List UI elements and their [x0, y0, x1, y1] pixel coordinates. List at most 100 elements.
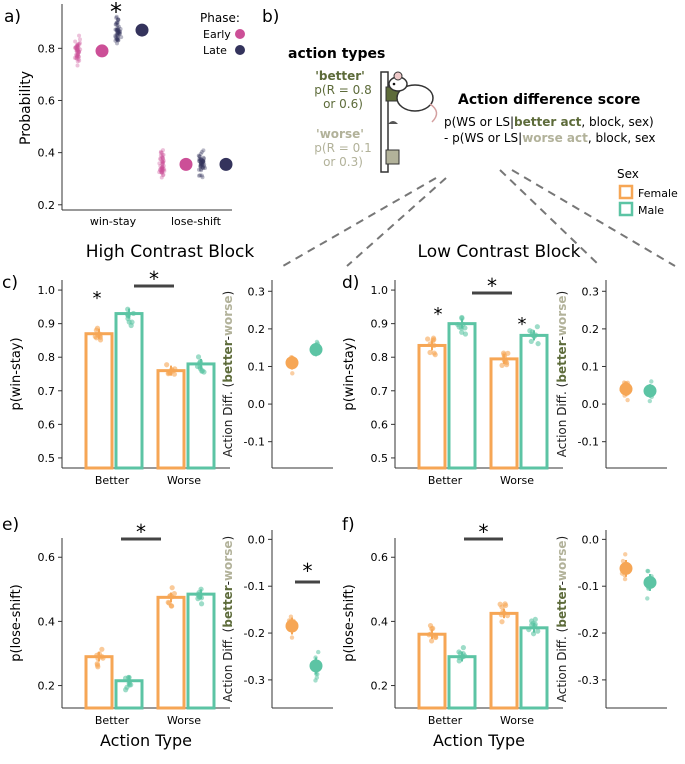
panel-a-jitter-point	[117, 29, 122, 34]
ytick-label: 0.1	[248, 360, 266, 373]
panel-a-jitter-point	[202, 162, 207, 167]
panel-a-jitter-point	[76, 53, 81, 58]
bar-female-better	[84, 332, 114, 470]
panel-a-jitter-point	[199, 158, 204, 163]
panel-a-legend-late: Late	[203, 44, 227, 57]
panel-a-jitter-point	[198, 164, 203, 169]
jitter-point	[625, 397, 630, 403]
ytick-label: -0.1	[244, 580, 265, 593]
y-axis-label: p(win-stay)	[342, 337, 357, 410]
panel-a-jitter-point	[158, 157, 163, 162]
significance-star: *	[518, 314, 527, 335]
sex-legend-male: Male	[638, 204, 664, 217]
significance-star: *	[479, 520, 489, 544]
x-tick-label: Worse	[167, 474, 201, 487]
x-axis-label: Action Type	[433, 731, 525, 750]
panel-a-jitter-point	[114, 28, 119, 33]
panel-a-jitter-point	[199, 162, 204, 167]
panel-a-jitter-point	[201, 159, 206, 164]
panel-a-jitter-point	[160, 170, 165, 175]
panel-a-jitter-point	[74, 46, 79, 51]
jitter-point	[622, 576, 628, 582]
panel-a-jitter-point	[76, 51, 81, 56]
panel-a-jitter-point	[198, 157, 203, 162]
worse-prob: p(R = 0.1	[314, 141, 371, 155]
jitter-point	[427, 622, 434, 629]
panel-a-jitter-point	[199, 163, 204, 168]
panel-a-jitter-point	[199, 149, 204, 154]
panel-a-jitter-point	[115, 25, 120, 30]
panel-a-jitter-point	[158, 167, 163, 172]
panel-a-jitter-point	[200, 165, 205, 170]
panel-a-significance-star: *	[110, 0, 122, 26]
action-types-title: action types	[288, 46, 385, 62]
low-contrast-title: Low Contrast Block	[418, 242, 581, 262]
panel-a-jitter-point	[161, 152, 166, 157]
bar-male-better	[447, 655, 477, 710]
panel-a-jitter-point	[75, 47, 80, 52]
panel-a-jitter-point	[196, 167, 201, 172]
high-contrast-title: High Contrast Block	[86, 242, 255, 262]
bar-female-better	[417, 343, 447, 470]
panel-a-jitter-point	[200, 159, 205, 164]
connector-line-high	[282, 177, 437, 267]
panel-a-jitter-point	[198, 160, 203, 165]
panel-a-jitter-point	[198, 160, 203, 165]
panel-a-jitter-point	[159, 166, 164, 171]
panel-a-jitter-point	[200, 165, 205, 170]
panel-c-diff: -0.1 0.0 0.1 0.2 0.3 Action Diff. (better-wor…	[221, 280, 333, 469]
panel-a-jitter-point	[200, 162, 205, 167]
significance-star: *	[93, 288, 102, 309]
panel-a-jitter-point	[160, 159, 165, 164]
significance-star: *	[149, 267, 159, 291]
ytick-label: 0.9	[371, 318, 389, 331]
panel-a-jitter-point	[76, 45, 81, 50]
panel-a-jitter-point	[198, 173, 203, 178]
panel-a-jitter-point	[115, 21, 120, 26]
panel-a-jitter-point	[116, 17, 121, 22]
panel-a-jitter-point	[162, 168, 167, 173]
panel-a-jitter-point	[197, 157, 202, 162]
panel-a-jitter-point	[159, 165, 164, 170]
panel-a-jitter-point	[114, 21, 119, 26]
panel-f-label: f)	[342, 515, 355, 535]
panel-a-ytick-label: 0.2	[38, 199, 56, 212]
jitter-point	[499, 362, 505, 368]
panel-a-jitter-point	[75, 44, 80, 49]
ytick-label: 0.9	[38, 318, 56, 331]
panel-a-jitter-point	[117, 29, 122, 34]
panel-a-jitter-point	[198, 163, 203, 168]
panel-a-jitter-point	[76, 56, 81, 61]
panel-a-jitter-point	[117, 32, 122, 37]
panel-a-jitter-point	[161, 163, 166, 168]
better-prob: p(R = 0.8	[314, 83, 371, 97]
panel-a-jitter-point	[198, 158, 203, 163]
y-axis-label: Action Diff. (better-worse)	[555, 536, 569, 702]
panel-a-jitter-point	[160, 155, 165, 160]
jitter-point	[198, 586, 204, 592]
panel-a-jitter-point	[198, 161, 203, 166]
panel-a-jitter-point	[74, 56, 79, 61]
sex-legend-female: Female	[638, 187, 678, 200]
jitter-point	[535, 341, 541, 347]
panel-a-jitter-point	[75, 42, 80, 47]
jitter-point	[199, 368, 205, 374]
panel-a-jitter-point	[75, 44, 80, 49]
panel-a-jitter-point	[161, 158, 166, 163]
ytick-label: 0.6	[371, 551, 389, 564]
panel-a-jitter-point	[116, 28, 121, 33]
jitter-point	[427, 349, 433, 356]
panel-a-jitter-point	[114, 31, 119, 36]
jitter-point	[645, 596, 650, 601]
panel-a-mean-point	[135, 23, 149, 37]
panel-a-jitter-point	[116, 17, 121, 22]
panel-a-jitter-point	[158, 153, 163, 158]
panel-a-jitter-point	[75, 47, 80, 52]
ytick-label: 0.2	[38, 680, 56, 693]
panel-a-jitter-point	[197, 158, 202, 163]
panel-a-jitter-point	[113, 38, 118, 43]
jitter-point	[456, 324, 462, 330]
panel-d-diff: -0.1 0.0 0.1 0.2 0.3 Action Diff. (better-wor…	[555, 280, 667, 469]
panel-a-jitter-point	[160, 168, 165, 173]
jitter-point	[532, 616, 538, 623]
